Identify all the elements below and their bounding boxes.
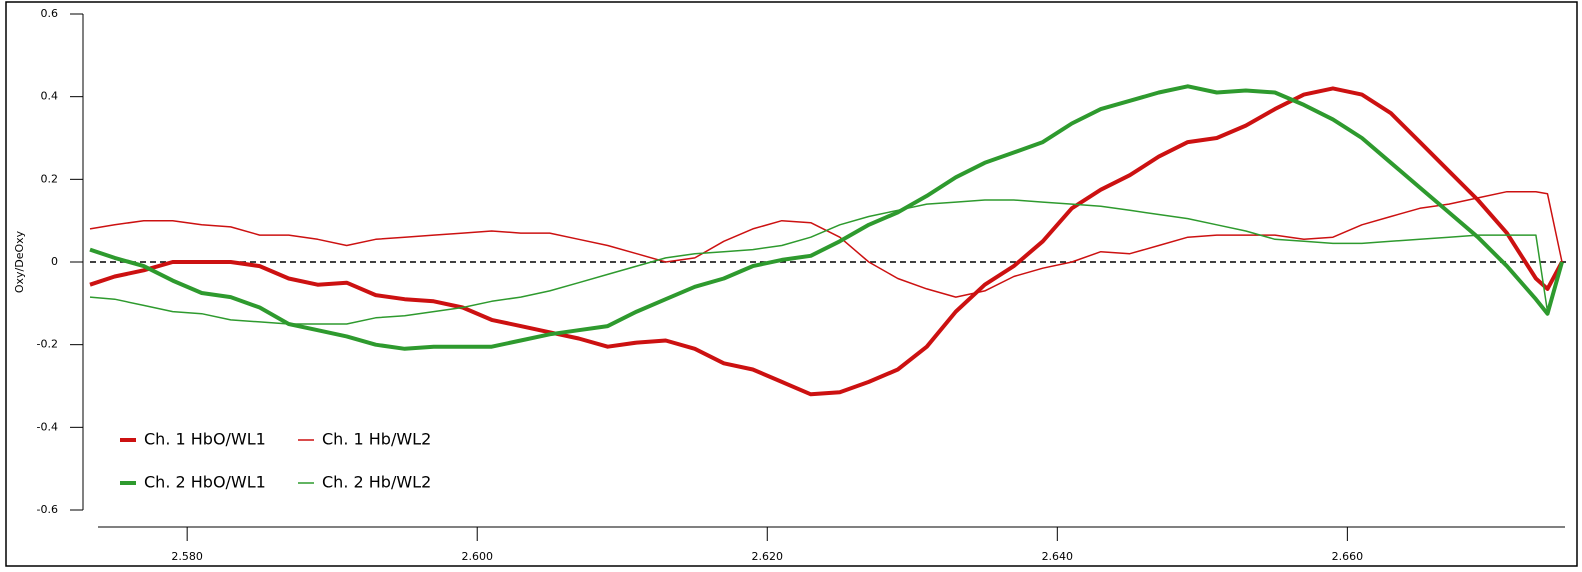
legend-label: Ch. 2 HbO/WL1 xyxy=(144,473,266,492)
x-tick-label: 2.660 xyxy=(1332,550,1364,563)
y-tick-label: 0 xyxy=(51,255,58,268)
y-tick-label: -0.4 xyxy=(37,420,58,433)
x-tick-label: 2.580 xyxy=(171,550,203,563)
y-tick-label: 0.2 xyxy=(41,172,59,185)
series-line xyxy=(89,86,1564,397)
x-tick-label: 2.620 xyxy=(752,550,784,563)
y-tick-label: 0.4 xyxy=(41,90,59,103)
x-tick-label: 2.640 xyxy=(1042,550,1074,563)
legend-label: Ch. 1 Hb/WL2 xyxy=(322,430,431,449)
legend-label: Ch. 2 Hb/WL2 xyxy=(322,473,431,492)
y-tick-label: -0.2 xyxy=(37,338,58,351)
series-line xyxy=(89,199,1563,325)
series-line xyxy=(89,190,1563,298)
series-line xyxy=(89,84,1564,351)
x-tick-label: 2.600 xyxy=(461,550,493,563)
y-axis-label: Oxy/DeOxy xyxy=(13,230,26,293)
y-tick-label: -0.6 xyxy=(37,503,58,516)
legend-label: Ch. 1 HbO/WL1 xyxy=(144,430,266,449)
y-tick-label: 0.6 xyxy=(41,7,59,20)
chart-frame xyxy=(5,1,1578,567)
